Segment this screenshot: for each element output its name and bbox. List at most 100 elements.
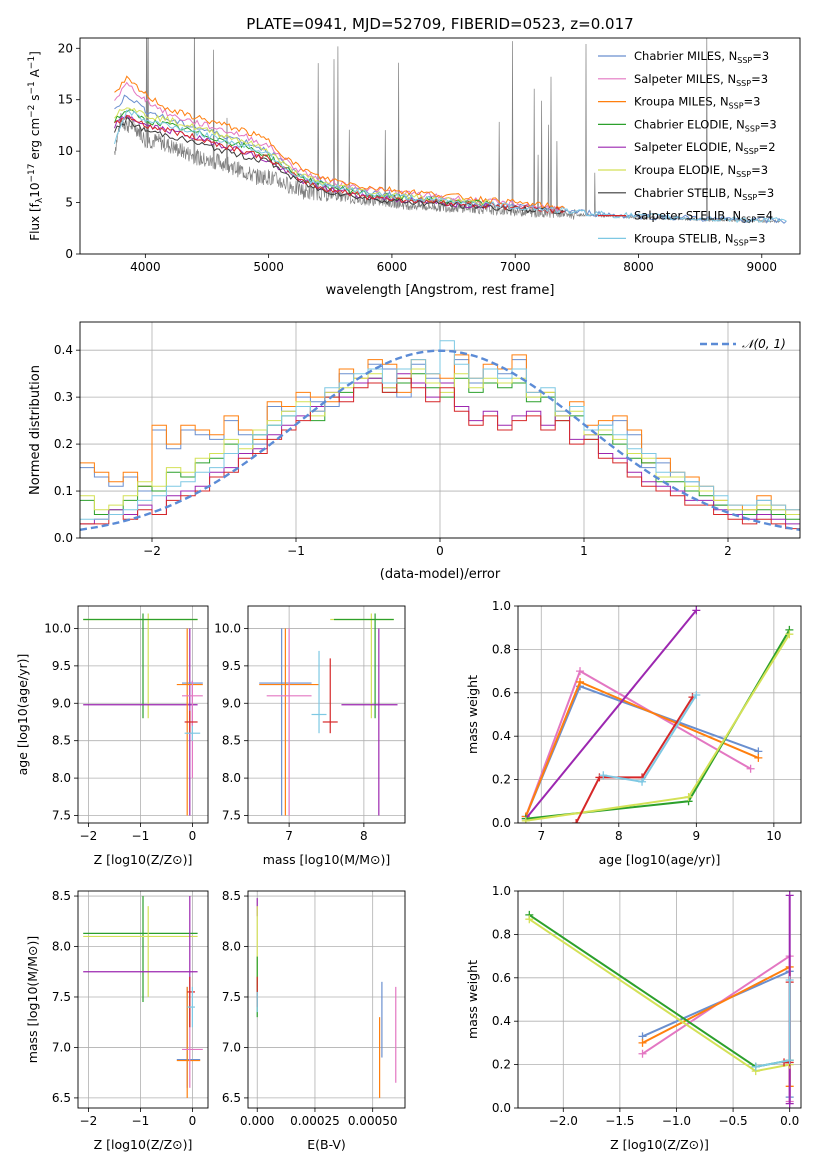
x-axis-label: mass [log10(M/M⊙)] [263, 852, 391, 867]
spectrum-title: PLATE=0941, MJD=52709, FIBERID=0523, z=0… [246, 15, 633, 33]
x-tick-label: −1.0 [662, 1114, 691, 1128]
x-tick-label: 0.0 [780, 1114, 799, 1128]
y-tick-label: 7.0 [222, 1040, 241, 1054]
x-axis-label: Z [log10(Z/Z⊙)] [94, 1137, 193, 1152]
y-axis-label: mass [log10(M/M⊙)] [25, 936, 40, 1064]
axes-frame [79, 37, 801, 255]
legend-label: Salpeter ELODIE, NSSP=2 [634, 140, 776, 156]
y-tick-label: 9.5 [52, 659, 71, 673]
weight-marker [599, 771, 608, 780]
axes-frame [247, 605, 406, 824]
y-tick-label: 7.5 [52, 809, 71, 823]
histogram-series [80, 377, 800, 530]
y-tick-label: 8.5 [52, 889, 71, 903]
x-tick-label: −1 [132, 829, 150, 843]
y-tick-label: 8.0 [52, 940, 71, 954]
plot-area [521, 606, 794, 823]
y-tick-label: 7.5 [222, 990, 241, 1004]
y-tick-label: 0.4 [492, 729, 511, 743]
y-tick-label: 1.0 [492, 884, 511, 898]
legend-label: Kroupa ELODIE, NSSP=3 [634, 163, 768, 179]
y-tick-label: 20 [58, 41, 73, 55]
mass-age-plot: 7 8 7.5 8.0 8.5 9.0 9.5 10.0 mass [log10(M/M⊙)] [214, 605, 406, 867]
y-axis-label: age [log10(age/yr)] [15, 654, 30, 776]
x-tick-label: 8000 [623, 260, 654, 274]
model-spectrum [114, 109, 491, 207]
plot-area [83, 613, 203, 816]
weight-marker [692, 690, 701, 699]
y-tick-label: 0.6 [492, 971, 511, 985]
y-tick-label: 0.1 [54, 484, 73, 498]
y-axis-label: mass weight [465, 960, 480, 1039]
y-tick-label: 0.4 [54, 343, 73, 357]
x-axis-label: age [log10(age/yr)] [599, 852, 721, 867]
x-tick-label: 9 [693, 829, 701, 843]
y-tick-label: 0.0 [54, 531, 73, 545]
spectrum-ylabel: Flux [fλ10−17 erg cm−2 s−1 A−1] [27, 51, 45, 241]
normal-curve [80, 349, 800, 531]
axes-frame [517, 890, 802, 1109]
histogram-series [80, 368, 800, 515]
x-tick-label: 8 [615, 829, 623, 843]
weight-marker [638, 1038, 647, 1047]
weight-marker [785, 630, 794, 639]
legend-label: Salpeter MILES, NSSP=3 [634, 72, 768, 88]
weight-series [525, 609, 698, 820]
legend-label: 𝒩(0, 1) [742, 337, 786, 351]
x-tick-label: 0.00050 [348, 1114, 398, 1128]
y-tick-label: 10.0 [44, 621, 71, 635]
x-tick-label: −2.0 [549, 1114, 578, 1128]
spectrum-plot: 4000 5000 6000 7000 8000 9000 0 5 10 15 20 Chabrier… [58, 37, 801, 274]
legend-label: Chabrier ELODIE, NSSP=3 [634, 117, 777, 133]
plot-area [259, 613, 398, 816]
weight-marker [576, 677, 585, 686]
x-tick-label: 0.000 [240, 1114, 274, 1128]
x-tick-label: 4000 [130, 260, 161, 274]
legend-label: Chabrier MILES, NSSP=3 [634, 49, 769, 65]
weight-marker [576, 667, 585, 676]
legend-label: Chabrier STELIB, NSSP=3 [634, 186, 774, 202]
ebv-mass-plot: 0.000 0.00025 0.00050 6.5 7.0 7.5 8.0 8.5 E(B-V) [222, 889, 406, 1152]
y-tick-label: 8.0 [222, 940, 241, 954]
y-tick-label: 0.2 [492, 773, 511, 787]
x-axis-label: E(B-V) [307, 1137, 346, 1152]
weight-marker [684, 792, 693, 801]
plot-area [525, 891, 794, 1108]
y-tick-label: 0.3 [54, 390, 73, 404]
x-tick-label: −2 [80, 1114, 98, 1128]
x-tick-label: −2 [80, 829, 98, 843]
y-tick-label: 8.5 [222, 889, 241, 903]
y-tick-label: 0 [65, 247, 73, 261]
y-tick-label: 0.4 [492, 1014, 511, 1028]
x-tick-label: 10 [766, 829, 781, 843]
y-tick-label: 0.2 [54, 437, 73, 451]
x-tick-label: 0 [189, 829, 197, 843]
weight-marker [572, 819, 581, 823]
y-tick-label: 6.5 [222, 1091, 241, 1105]
x-tick-label: 7 [537, 829, 545, 843]
model-spectrum [114, 107, 491, 206]
x-tick-label: −1.5 [605, 1114, 634, 1128]
histogram-series [80, 340, 800, 520]
histogram-series [80, 373, 800, 520]
y-axis-label: mass weight [465, 675, 480, 754]
x-axis-label: Z [log10(Z/Z⊙)] [94, 852, 193, 867]
x-tick-label: 0 [436, 544, 444, 558]
legend-label: Kroupa MILES, NSSP=3 [634, 95, 760, 111]
y-tick-label: 8.5 [222, 734, 241, 748]
x-tick-label: 1 [580, 544, 588, 558]
plot-area [80, 340, 800, 531]
x-tick-label: 7000 [500, 260, 531, 274]
y-tick-label: 9.0 [52, 696, 71, 710]
x-tick-label: 5000 [253, 260, 284, 274]
weight-marker [785, 1099, 794, 1108]
axes-frame [247, 890, 406, 1109]
weight-marker [692, 606, 701, 615]
x-tick-label: 6000 [377, 260, 408, 274]
z-mass-plot: −2 −1 0 6.5 7.0 7.5 8.0 8.5 Z [log10(Z/Z⊙)] mass … [25, 889, 209, 1152]
x-tick-label: −1 [287, 544, 305, 558]
weight-marker [521, 816, 530, 823]
legend-label: Salpeter STELIB, NSSP=4 [634, 209, 773, 225]
x-tick-label: −1 [132, 1114, 150, 1128]
weight-marker [785, 975, 794, 984]
